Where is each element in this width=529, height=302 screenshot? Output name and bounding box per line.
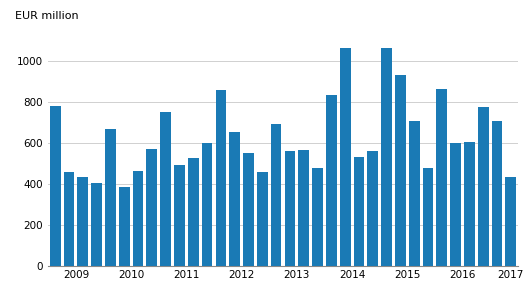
Bar xyxy=(285,151,295,266)
Bar xyxy=(450,143,461,266)
Bar xyxy=(243,153,254,266)
Bar xyxy=(119,187,130,266)
Text: EUR million: EUR million xyxy=(15,11,78,21)
Bar xyxy=(215,90,226,266)
Bar xyxy=(160,112,171,266)
Bar xyxy=(367,151,378,266)
Bar xyxy=(409,121,419,266)
Bar xyxy=(381,48,392,266)
Bar xyxy=(147,149,157,266)
Bar xyxy=(464,142,475,266)
Bar xyxy=(491,121,503,266)
Bar xyxy=(77,177,88,266)
Bar xyxy=(105,129,116,266)
Bar xyxy=(423,169,433,266)
Bar xyxy=(257,172,268,266)
Bar xyxy=(133,171,143,266)
Bar xyxy=(91,183,102,266)
Bar xyxy=(436,88,447,266)
Bar xyxy=(353,157,364,266)
Bar xyxy=(312,169,323,266)
Bar xyxy=(505,177,516,266)
Bar xyxy=(174,165,185,266)
Bar xyxy=(202,143,213,266)
Bar xyxy=(326,95,337,266)
Bar xyxy=(478,107,489,266)
Bar xyxy=(271,124,281,266)
Bar xyxy=(63,172,75,266)
Bar xyxy=(50,106,61,266)
Bar xyxy=(188,158,199,266)
Bar xyxy=(298,150,309,266)
Bar xyxy=(340,48,351,266)
Bar xyxy=(395,75,406,266)
Bar xyxy=(229,132,240,266)
